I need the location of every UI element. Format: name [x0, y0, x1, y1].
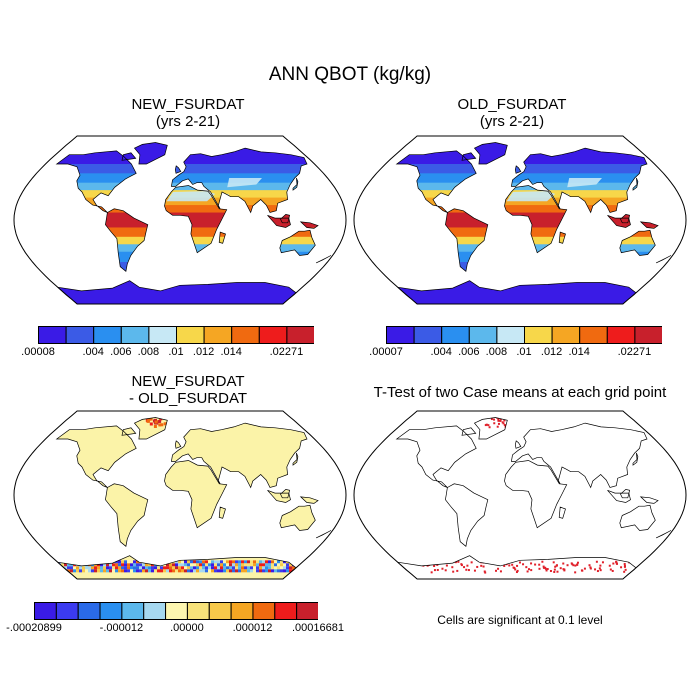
- colorbar-diff-box: [34, 602, 57, 620]
- colorbar-new-box: [65, 326, 95, 344]
- colorbar-old-label: .02271: [617, 346, 652, 358]
- map-new: [13, 135, 347, 305]
- colorbar-old-box: [524, 326, 553, 344]
- map-diff: [13, 410, 347, 580]
- colorbar-old-label: .01: [516, 346, 532, 358]
- colorbar-old-box: [551, 326, 581, 344]
- colorbar-old-box: [579, 326, 608, 344]
- colorbar-old-label: .008: [485, 346, 508, 358]
- colorbar-diff-label: -.00020899: [6, 622, 62, 634]
- colorbar-diff-label: .000012: [232, 622, 273, 634]
- panel-title-ttest-line1: T-Test of two Case means at each grid po…: [373, 384, 667, 401]
- colorbar-new-box: [38, 326, 67, 344]
- colorbar-old-label: .014: [568, 346, 590, 358]
- colorbar-old-label: .012: [540, 346, 563, 358]
- colorbar-old-box: [606, 326, 636, 344]
- panel-title-old: OLD_FSURDAT (yrs 2-21): [362, 96, 662, 130]
- colorbar-diff-label: .00016681: [292, 622, 344, 634]
- colorbar-new-box: [231, 326, 260, 344]
- colorbar-new-labels: .00008 .004 .006 .008 .01 .012 .014 .02271: [21, 344, 314, 360]
- main-title: ANN QBOT (kg/kg): [268, 64, 432, 85]
- colorbar-new-label: .006: [110, 346, 132, 358]
- colorbar-old-labels: .00007 .004 .006 .008 .01 .012 .014 .02271: [369, 344, 662, 360]
- ocean-area: [354, 411, 686, 579]
- panel-title-diff: NEW_FSURDAT - OLD_FSURDAT: [38, 373, 338, 407]
- colorbar-new-label: .00008: [21, 346, 55, 358]
- colorbar-old-box: [441, 326, 470, 344]
- colorbar-diff-label: -.000012: [99, 622, 144, 634]
- map-old: [353, 135, 687, 305]
- colorbar-diff-box: [186, 602, 210, 620]
- colorbar-new-box: [286, 326, 314, 344]
- colorbar-diff-box: [121, 602, 145, 620]
- colorbar-new-label: .012: [192, 346, 215, 358]
- colorbar-diff-box: [99, 602, 123, 620]
- panel-title-diff-line1: NEW_FSURDAT: [131, 373, 245, 390]
- panel-title-old-line2: (yrs 2-21): [479, 113, 545, 130]
- colorbar-diff: -.00020899 -.000012 .00000 .000012 .00016681: [6, 602, 344, 636]
- map-border: [13, 410, 347, 580]
- colorbar-diff-box: [55, 602, 79, 620]
- colorbar-old-label: .006: [458, 346, 480, 358]
- colorbar-diff-box: [77, 602, 101, 620]
- colorbar-old-label: .00007: [369, 346, 403, 358]
- panel-title-new-line1: NEW_FSURDAT: [131, 96, 245, 113]
- colorbar-diff-boxes: [34, 602, 318, 620]
- colorbar-old-boxes: [386, 326, 662, 344]
- colorbar-new-box: [203, 326, 233, 344]
- panel-title-ttest: T-Test of two Case means at each grid po…: [350, 384, 690, 401]
- coastlines: [55, 417, 332, 579]
- colorbar-old-box: [634, 326, 662, 344]
- map-border: [353, 410, 687, 580]
- colorbar-diff-label: .00000: [170, 622, 204, 634]
- map-border: [13, 135, 347, 305]
- map-ttest: [353, 410, 687, 580]
- colorbar-old-label: .004: [430, 346, 452, 358]
- colorbar-diff-box: [274, 602, 298, 620]
- colorbar-new-label: .004: [82, 346, 104, 358]
- colorbar-old-box: [413, 326, 443, 344]
- colorbar-new-box: [176, 326, 205, 344]
- colorbar-new-label: .01: [168, 346, 184, 358]
- panel-title-diff-line2: - OLD_FSURDAT: [128, 390, 248, 407]
- significance-note: Cells are significant at 0.1 level: [437, 613, 603, 627]
- colorbar-old-box: [496, 326, 526, 344]
- colorbar-old-box: [386, 326, 415, 344]
- colorbar-new-box: [120, 326, 150, 344]
- colorbar-new-box: [148, 326, 178, 344]
- colorbar-new-box: [258, 326, 288, 344]
- map-border: [353, 135, 687, 305]
- colorbar-new: .00008 .004 .006 .008 .01 .012 .014 .02271: [21, 326, 314, 360]
- colorbar-new-box: [93, 326, 122, 344]
- colorbar-diff-box: [252, 602, 276, 620]
- panel-title-old-line1: OLD_FSURDAT: [457, 96, 567, 113]
- colorbar-new-label: .008: [137, 346, 160, 358]
- colorbar-diff-box: [296, 602, 318, 620]
- colorbar-diff-box: [208, 602, 232, 620]
- colorbar-new-label: .014: [220, 346, 242, 358]
- colorbar-new-label: .02271: [269, 346, 304, 358]
- colorbar-old: .00007 .004 .006 .008 .01 .012 .014 .02271: [369, 326, 662, 360]
- colorbar-old-box: [468, 326, 498, 344]
- colorbar-diff-box: [165, 602, 188, 620]
- panel-title-new-line2: (yrs 2-21): [155, 113, 221, 130]
- colorbar-new-boxes: [38, 326, 314, 344]
- colorbar-diff-labels: -.00020899 -.000012 .00000 .000012 .00016681: [6, 620, 344, 636]
- panel-title-new: NEW_FSURDAT (yrs 2-21): [38, 96, 338, 130]
- colorbar-diff-box: [143, 602, 167, 620]
- colorbar-diff-box: [230, 602, 254, 620]
